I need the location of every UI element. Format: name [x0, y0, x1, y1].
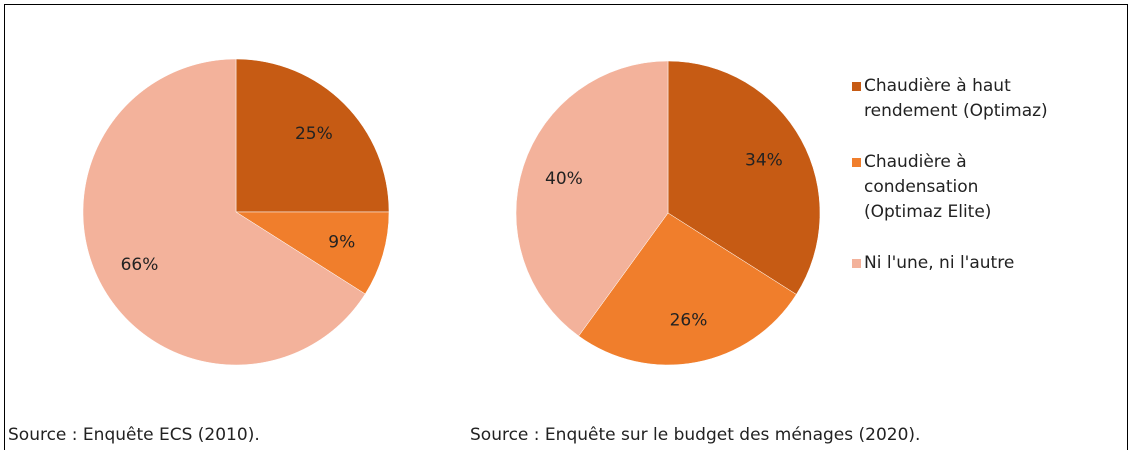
data-label: 34%: [745, 150, 783, 170]
frame: [4, 4, 1128, 450]
source-note: Source : Enquête sur le budget des ménag…: [470, 425, 920, 445]
legend-label: Chaudière à condensation (Optimaz Elite): [864, 152, 992, 222]
legend-swatch: [852, 82, 861, 91]
data-label: 25%: [295, 124, 333, 144]
data-label: 40%: [545, 169, 583, 189]
pie-slice: [235, 211, 390, 295]
source-note: Source : Enquête ECS (2010).: [8, 425, 260, 445]
legend-swatch: [852, 259, 861, 268]
legend-item: Chaudière à haut rendement (Optimaz): [852, 74, 1052, 124]
legend-label: Chaudière à haut rendement (Optimaz): [864, 76, 1048, 121]
pie-slice: [515, 60, 669, 337]
legend-item: Ni l'une, ni l'autre: [852, 251, 1052, 276]
legend-swatch: [852, 158, 861, 167]
data-label: 9%: [328, 233, 355, 253]
legend-label: Ni l'une, ni l'autre: [864, 253, 1015, 273]
pie-slice: [235, 58, 390, 213]
pie-slice: [578, 212, 797, 366]
pie-slice: [667, 60, 821, 295]
legend: Chaudière à haut rendement (Optimaz) Chau…: [852, 74, 1052, 302]
pie-slice: [82, 58, 366, 366]
data-label: 66%: [121, 255, 159, 275]
data-label: 26%: [670, 311, 708, 331]
legend-item: Chaudière à condensation (Optimaz Elite): [852, 150, 1052, 225]
